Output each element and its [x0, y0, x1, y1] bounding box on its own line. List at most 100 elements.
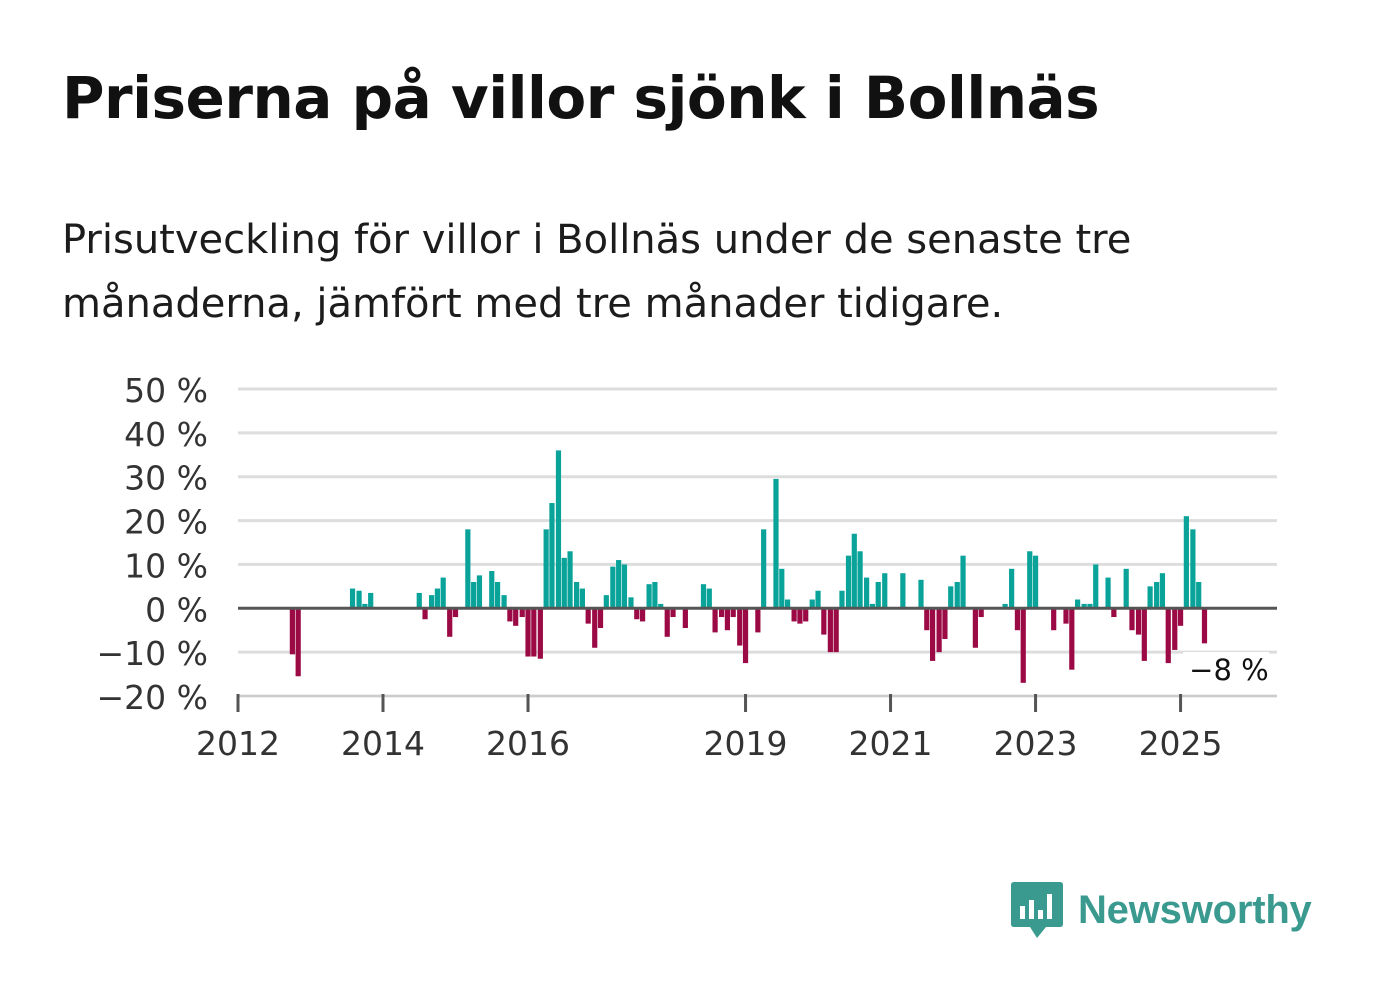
bar — [1159, 573, 1166, 609]
bar — [543, 529, 549, 609]
bar — [864, 577, 870, 609]
bar — [839, 590, 845, 609]
bar — [561, 557, 567, 609]
bar — [1020, 608, 1026, 683]
bar — [797, 608, 803, 624]
bar — [416, 592, 422, 609]
bar — [610, 566, 616, 609]
bar — [652, 581, 658, 609]
y-tick-label: 0 % — [145, 590, 208, 629]
axis-labels: 50 % 40 % 30 % 20 % 10 % 0 % −10 % −20 % 2012 201… — [97, 371, 1270, 763]
bar — [476, 575, 483, 609]
bar — [440, 577, 446, 609]
annotation-background — [1183, 652, 1270, 690]
bar — [1147, 586, 1153, 609]
newsworthy-logo: Newsworthy — [1010, 880, 1312, 940]
bar — [1069, 608, 1075, 670]
bar — [960, 555, 966, 609]
bar — [978, 608, 984, 618]
bar — [525, 608, 531, 657]
bar — [1123, 568, 1129, 609]
chart-subtitle: Prisutveckling för villor i Bollnäs unde… — [62, 217, 1132, 327]
bar — [368, 592, 374, 609]
bar — [737, 608, 743, 646]
y-tick-label: 30 % — [124, 459, 208, 498]
bar — [597, 608, 604, 629]
bar — [1201, 608, 1208, 644]
bar — [507, 608, 513, 622]
bar — [755, 608, 761, 633]
bar — [658, 603, 664, 609]
bar — [784, 599, 791, 609]
bar — [494, 581, 501, 609]
x-tick-label: 2014 — [341, 724, 425, 763]
bar — [972, 608, 978, 648]
bar — [592, 608, 598, 648]
bar — [639, 608, 646, 622]
bar — [924, 608, 930, 631]
bar — [549, 503, 555, 609]
gridlines — [238, 387, 1277, 698]
bar — [682, 608, 688, 629]
bar — [422, 608, 428, 620]
bar — [815, 590, 821, 609]
bar — [471, 581, 477, 609]
bar — [719, 608, 725, 618]
bar — [779, 568, 785, 609]
bar — [555, 450, 562, 609]
bar — [646, 584, 652, 609]
bar — [1177, 608, 1184, 626]
bar — [501, 595, 507, 609]
bar — [447, 608, 453, 637]
bar-series — [289, 450, 1208, 683]
y-tick-label: −20 % — [97, 678, 209, 717]
bar — [827, 608, 833, 653]
y-tick-label: 20 % — [124, 503, 208, 542]
axes — [236, 606, 1277, 712]
bar — [900, 573, 906, 609]
bar — [428, 595, 435, 609]
bar — [948, 586, 954, 609]
last-value-annotation: −8 % — [1189, 653, 1269, 687]
bar — [434, 588, 440, 609]
bar — [585, 608, 591, 624]
bar — [712, 608, 718, 633]
bar — [513, 608, 519, 626]
bar — [1154, 581, 1160, 609]
bar — [1063, 608, 1069, 624]
bar — [289, 608, 295, 655]
bar — [730, 608, 736, 618]
bar — [628, 597, 634, 609]
bar — [664, 608, 670, 637]
bar — [1165, 608, 1171, 664]
bar — [1111, 608, 1117, 618]
y-tick-label: 50 % — [124, 371, 208, 410]
y-tick-label: 10 % — [124, 546, 208, 585]
bar — [616, 560, 622, 609]
bar — [1014, 608, 1021, 631]
bar — [742, 608, 749, 664]
y-tick-label: −10 % — [97, 634, 209, 673]
x-tick-label: 2016 — [486, 724, 570, 763]
bar — [857, 551, 863, 609]
bar — [700, 584, 707, 609]
bar — [579, 588, 585, 609]
bar — [821, 608, 827, 635]
x-tick-label: 2025 — [1139, 724, 1223, 763]
bar — [603, 595, 609, 609]
bar — [537, 608, 543, 659]
bar — [1051, 608, 1057, 631]
chart-title: Priserna på villor sjönk i Bollnäs — [62, 64, 1100, 132]
bar — [519, 608, 525, 618]
bar — [791, 608, 797, 622]
bar — [930, 608, 936, 661]
x-tick-label: 2012 — [196, 724, 280, 763]
bar — [489, 571, 495, 609]
bar — [1172, 608, 1178, 650]
bar — [1075, 599, 1081, 609]
bar — [773, 478, 779, 609]
bar — [356, 590, 362, 609]
bar — [1009, 568, 1015, 609]
x-tick-label: 2023 — [994, 724, 1078, 763]
